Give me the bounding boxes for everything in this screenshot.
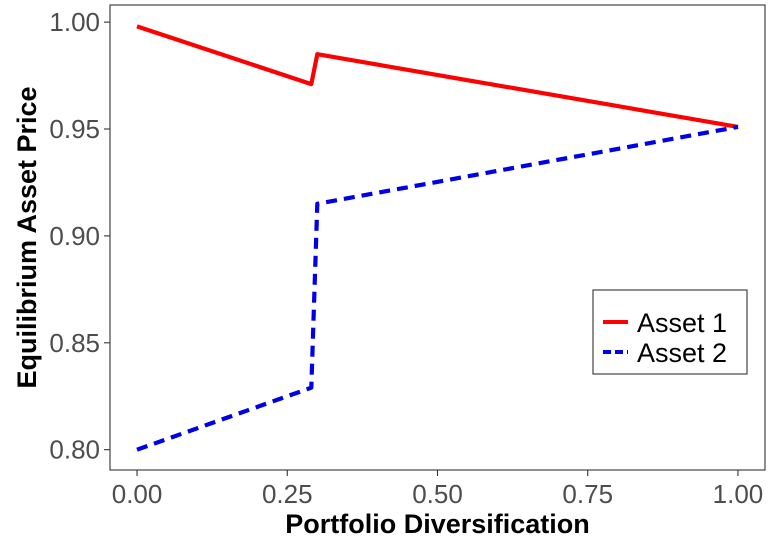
- x-axis: 0.00 0.25 0.50 0.75 1.00: [112, 470, 764, 509]
- series-layer: [136, 24, 739, 452]
- y-tick-label: 1.00: [49, 7, 100, 37]
- series-line-2: [136, 124, 739, 452]
- legend-label-asset-2: Asset 2: [637, 338, 727, 368]
- x-tick-label: 0.75: [562, 479, 613, 509]
- x-tick-label: 1.00: [713, 479, 764, 509]
- x-tick-label: 0.00: [112, 479, 163, 509]
- legend-label-asset-1: Asset 1: [637, 308, 727, 338]
- y-tick-label: 0.80: [49, 435, 100, 465]
- y-tick-label: 0.85: [49, 328, 100, 358]
- series-line-1: [136, 24, 739, 129]
- y-axis-title: Equilibrium Asset Price: [12, 86, 42, 388]
- legend-box: [592, 289, 748, 375]
- x-axis-title: Portfolio Diversification: [285, 509, 590, 539]
- y-axis: 0.80 0.85 0.90 0.95 1.00: [49, 7, 110, 465]
- x-tick-label: 0.25: [262, 479, 313, 509]
- x-tick-label: 0.50: [412, 479, 463, 509]
- y-tick-label: 0.95: [49, 114, 100, 144]
- legend: Asset 1 Asset 2: [592, 289, 748, 375]
- y-tick-label: 0.90: [49, 221, 100, 251]
